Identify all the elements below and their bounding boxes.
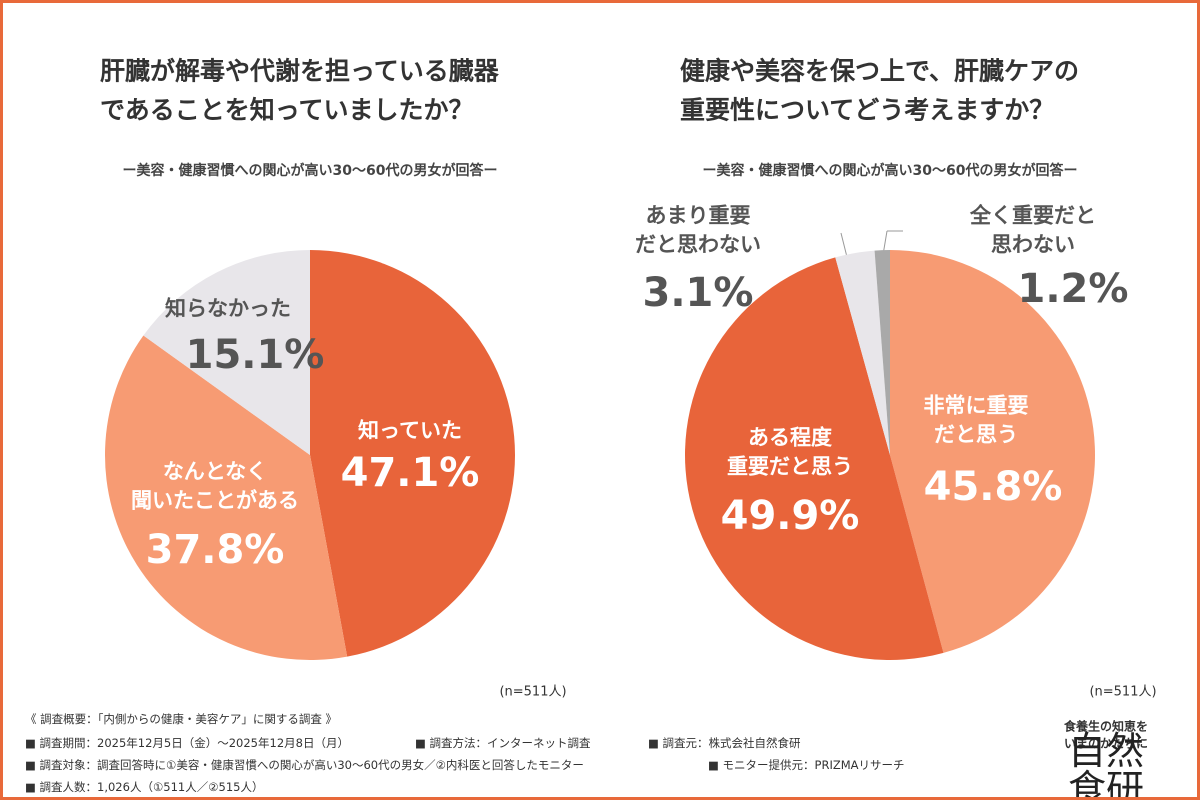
chart-subtitle: ー美容・健康習慣への関心が高い30～60代の男女が回答ー xyxy=(702,162,1078,179)
brand-logo: 自然食研 xyxy=(1067,729,1144,800)
pie-slice xyxy=(143,250,310,455)
value-label: 15.1% xyxy=(185,332,325,378)
chart-title: 健康や美容を保つ上で、肝臓ケアの 重要性についてどう考えますか？ xyxy=(680,56,1080,124)
pie-slice xyxy=(890,250,1095,653)
footer-item: ■ モニター提供元：PRIZMAリサーチ xyxy=(708,758,905,772)
tagline: 食養生の知恵をいまのかたちに xyxy=(1063,719,1148,751)
slice-label: 非常に重要 だと思う xyxy=(923,393,1029,447)
footer-item: ■ 調査方法：インターネット調査 xyxy=(415,736,591,750)
chart-subtitle: ー美容・健康習慣への関心が高い30～60代の男女が回答ー xyxy=(122,162,498,179)
pie-slice xyxy=(685,257,944,660)
slice-label: あまり重要 だと思わない xyxy=(635,203,761,257)
value-label: 49.9% xyxy=(720,493,860,539)
footer-heading: 《 調査概要：「内側からの健康・美容ケア」に関する調査 》 xyxy=(25,712,338,726)
pie-slice xyxy=(310,250,515,657)
value-label: 37.8% xyxy=(145,527,285,573)
chart-title: 肝臓が解毒や代謝を担っている臓器 であることを知っていましたか？ xyxy=(100,56,499,124)
slice-label: 全く重要だと 思わない xyxy=(970,203,1096,257)
chart-canvas xyxy=(105,230,1095,660)
slice-label: ある程度 重要だと思う xyxy=(727,425,853,479)
sample-size: (n=511人) xyxy=(1089,684,1157,700)
slice-label: 知っていた xyxy=(358,418,462,443)
slice-label: 知らなかった xyxy=(165,296,291,321)
value-label: 1.2% xyxy=(1017,266,1129,312)
slice-label: なんとなく 聞いたことがある xyxy=(131,459,299,513)
value-label: 47.1% xyxy=(340,450,480,496)
footer-item: ■ 調査人数：1,026人（①511人／②515人） xyxy=(25,780,264,794)
footer-item: ■ 調査対象：調査回答時に①美容・健康習慣への関心が高い30～60代の男女／②内… xyxy=(25,758,584,772)
pie-slice xyxy=(835,250,890,455)
sample-size: (n=511人) xyxy=(499,684,567,700)
value-label: 45.8% xyxy=(923,464,1063,510)
footer-item: ■ 調査元：株式会社自然食研 xyxy=(648,736,801,750)
footer-item: ■ 調査期間：2025年12月5日（金）～2025年12月8日（月） xyxy=(25,736,349,750)
value-label: 3.1% xyxy=(642,270,754,316)
pie-slice xyxy=(105,335,348,660)
pie-slice xyxy=(874,250,890,455)
